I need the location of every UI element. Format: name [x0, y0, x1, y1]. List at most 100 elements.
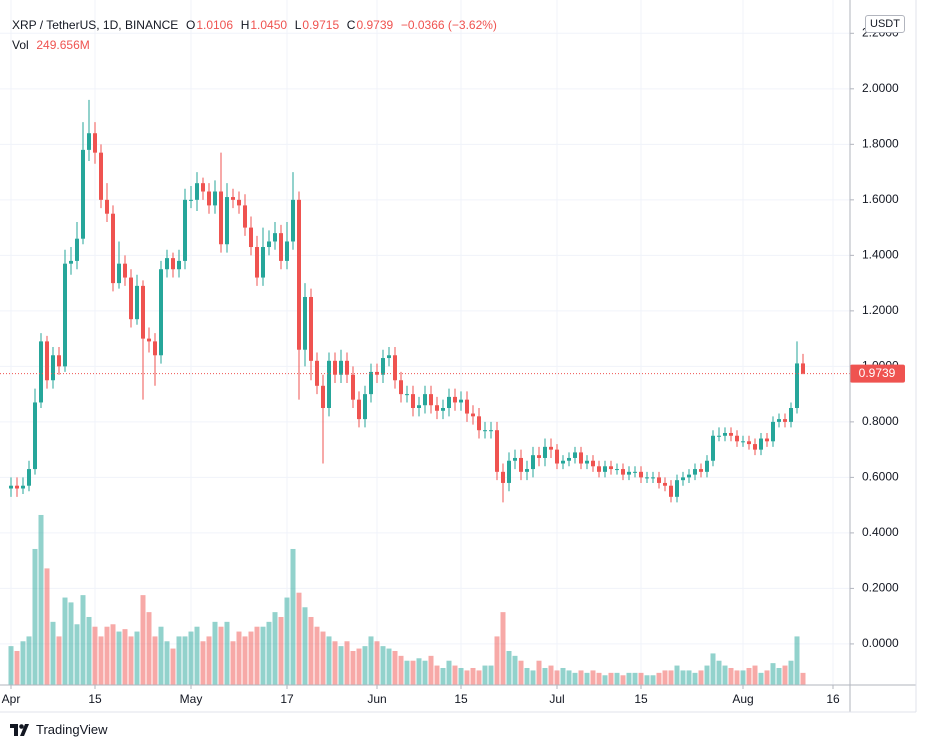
volume-bar [320, 631, 326, 685]
candle-body [171, 258, 175, 270]
volume-bar [440, 667, 446, 685]
volume-bar [128, 636, 134, 685]
volume-bar [662, 670, 668, 685]
volume-bar [548, 665, 554, 685]
candle-body [747, 441, 751, 445]
volume-bar [638, 672, 644, 685]
branding[interactable]: TradingView [10, 722, 108, 737]
volume-bar [434, 665, 440, 685]
candle-body [501, 471, 505, 483]
volume-bar [344, 641, 350, 685]
candle-body [645, 477, 649, 479]
x-tick-label: Jun [367, 692, 386, 706]
volume-bar [260, 626, 266, 685]
candle-body [789, 408, 793, 422]
currency-button[interactable]: USDT [865, 15, 905, 33]
volume-bar [506, 650, 512, 685]
y-tick-label: 1.6000 [862, 192, 899, 206]
volume-bar [200, 641, 206, 685]
candle-body [15, 485, 19, 489]
volume-bar [776, 667, 782, 685]
volume-bar [152, 636, 158, 685]
candle-body [531, 455, 535, 470]
volume-bar [710, 653, 716, 685]
x-tick-label: Jul [549, 692, 564, 706]
candle-body [429, 394, 433, 406]
candle-body [723, 432, 727, 436]
volume-bar [296, 592, 302, 685]
key: O [185, 18, 196, 32]
volume-bar [530, 670, 536, 685]
candle-body [639, 471, 643, 478]
volume-bar [158, 626, 164, 685]
candle-body [525, 469, 529, 472]
candle-body [483, 430, 487, 432]
volume-bar [416, 658, 422, 685]
volume-bar [458, 667, 464, 685]
x-tick-label: 16 [826, 692, 840, 706]
volume-bar [302, 607, 308, 685]
candle-body [489, 430, 493, 432]
volume-bar [584, 672, 590, 685]
candle-body [57, 355, 61, 367]
volume-bar [626, 672, 632, 685]
volume-bar [254, 626, 260, 685]
volume-row: Vol 249.656M [12, 35, 498, 55]
volume-bar [188, 631, 194, 685]
candle-body [633, 471, 637, 473]
candle-body [465, 399, 469, 414]
candle-body [471, 413, 475, 417]
candle-body [159, 269, 163, 356]
volume-bar [236, 631, 242, 685]
change: −0.0366 (−3.62%) [400, 18, 497, 32]
volume-bar [110, 624, 116, 685]
volume-bar [716, 660, 722, 685]
candle-body [69, 260, 73, 264]
volume-bar [476, 670, 482, 685]
candle-body [315, 360, 319, 386]
candle-body [39, 341, 43, 403]
y-tick-label: 2.0000 [862, 81, 899, 95]
volume-bar [722, 665, 728, 685]
candle-body [177, 260, 181, 270]
volume-bar [170, 648, 176, 685]
candle-body [669, 485, 673, 497]
value: 0.9715 [302, 18, 340, 32]
candle-body [657, 477, 661, 483]
volume-bar [602, 675, 608, 685]
volume-bar [596, 672, 602, 685]
candle-body [201, 183, 205, 192]
candle-body [237, 199, 241, 206]
candle-body [591, 460, 595, 467]
volume-bar [80, 595, 86, 685]
candle-body [705, 460, 709, 472]
volume-bar [140, 595, 146, 685]
candle-body [567, 457, 571, 461]
volume-bar [488, 665, 494, 685]
volume-bar [284, 597, 290, 685]
candle-body [753, 444, 757, 450]
y-tick-label: 0.8000 [862, 414, 899, 428]
x-tick-label: 15 [454, 692, 468, 706]
volume-bar [746, 667, 752, 685]
candle-body [783, 419, 787, 422]
volume-bar [356, 648, 362, 685]
candle-body [339, 360, 343, 375]
candle-body [93, 133, 97, 153]
candle-body [735, 435, 739, 442]
volume-bar [44, 568, 50, 685]
volume-bar [116, 631, 122, 685]
volume-bar [242, 636, 248, 685]
candle-body [549, 446, 553, 450]
candle-body [165, 258, 169, 270]
volume-bar [230, 641, 236, 685]
candle-body [435, 405, 439, 411]
candle-body [303, 296, 307, 350]
candle-body [579, 452, 583, 464]
candle-body [741, 441, 745, 443]
key: L [294, 18, 302, 32]
candle-body [75, 238, 79, 261]
candle-body [81, 149, 85, 239]
candle-body [45, 341, 49, 381]
candle-body [363, 394, 367, 420]
